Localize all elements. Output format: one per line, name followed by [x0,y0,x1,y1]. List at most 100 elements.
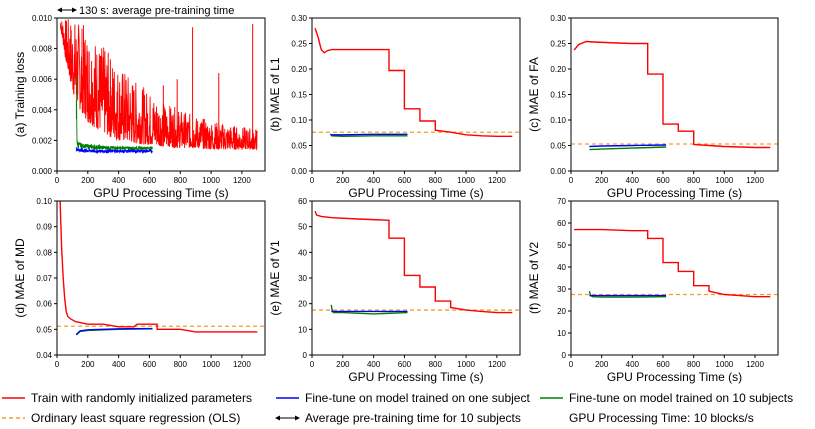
y-tick-label: 40 [557,263,566,272]
x-axis-label: GPU Processing Time (s) [607,370,742,384]
x-tick-label: 0 [569,176,574,185]
x-tick-label: 200 [81,360,95,369]
x-tick-label: 600 [656,360,670,369]
series-random [59,201,258,333]
series-random [314,211,513,314]
x-axis-label: GPU Processing Time (s) [348,370,483,384]
x-tick-label: 1200 [233,360,251,369]
x-tick-label: 1200 [746,360,764,369]
y-tick-label: 0.15 [550,91,566,100]
y-tick-label: 0.00 [550,167,566,176]
x-tick-label: 400 [626,176,640,185]
panel-f: 0 200 400 600 800 1000 1200 0 10 20 30 40 50 60 70 (f) … [527,197,779,384]
pretraining-annotation: 130 s: average pre-training time [79,5,234,17]
x-tick-label: 0 [569,360,574,369]
legend-item-one-subject: Fine-tune on model trained on one subjec… [276,391,530,405]
panel-e: 0 200 400 600 800 1000 1200 0 10 20 30 40 50 60 (e) MA… [268,197,521,384]
x-tick-label: 600 [143,360,157,369]
x-tick-label: 200 [336,360,350,369]
y-tick-label: 0.10 [550,116,566,125]
x-tick-label: 1000 [457,360,475,369]
series-ten_subjects [589,146,667,151]
x-tick-label: 400 [367,176,381,185]
series-one_subject [75,147,153,155]
x-tick-label: 1200 [233,176,251,185]
y-tick-label: 30 [298,274,307,283]
x-tick-label: 400 [626,360,640,369]
x-tick-label: 1200 [488,176,506,185]
x-axis-label: GPU Processing Time (s) [93,186,228,200]
x-tick-label: 400 [112,176,126,185]
y-axis-label: (d) MAE of MD [13,238,27,318]
x-tick-label: 400 [112,360,126,369]
legend: Train with randomly initialized paramete… [2,391,793,425]
axes-frame [570,200,779,356]
x-tick-label: 600 [656,176,670,185]
x-tick-label: 800 [429,360,443,369]
y-tick-label: 0.000 [32,167,53,176]
y-tick-label: 50 [298,223,307,232]
series-ten_subjects [588,291,667,298]
plot-area-e [312,211,520,315]
y-tick-label: 0.002 [32,136,53,145]
y-axis-label: (e) MAE of V1 [268,240,282,316]
x-tick-label: 0 [310,360,315,369]
y-tick-label: 0.25 [291,40,307,49]
x-tick-label: 200 [595,176,609,185]
y-tick-label: 0.08 [36,248,52,257]
y-tick-label: 0.09 [36,223,52,232]
legend-label-one-subject: Fine-tune on model trained on one subjec… [305,391,530,405]
panel-d: 0 200 400 600 800 1000 1200 0.04 0.05 0.06 0.07 0.0… [13,197,266,369]
legend-note: GPU Processing Time: 10 blocks/s [569,411,754,425]
y-tick-label: 60 [298,197,307,206]
x-tick-label: 800 [174,176,188,185]
plot-area-f [571,228,778,298]
series-one_subject [589,144,667,148]
series-one_subject [330,133,408,136]
y-tick-label: 0 [303,351,308,360]
plot-area-c [571,40,778,151]
y-tick-label: 0.30 [550,14,566,23]
x-tick-label: 200 [81,176,95,185]
x-tick-label: 600 [398,360,412,369]
y-tick-label: 0 [562,351,567,360]
x-tick-label: 200 [336,176,350,185]
y-tick-label: 40 [298,248,307,257]
x-tick-label: 0 [310,176,315,185]
y-tick-label: 0.04 [36,351,52,360]
series-ten_subjects [75,75,153,152]
x-tick-label: 1000 [202,176,220,185]
y-tick-label: 10 [557,329,566,338]
legend-item-arrow: Average pre-training time for 10 subject… [275,411,521,425]
y-tick-label: 0.10 [291,116,307,125]
x-tick-label: 800 [687,176,701,185]
panels: 0 200 400 600 800 1000 12000.0000.0020.0040.00… [13,5,779,384]
y-tick-label: 70 [557,197,566,206]
x-tick-label: 600 [398,176,412,185]
plot-area-b [312,27,520,138]
y-tick-label: 0.30 [291,14,307,23]
x-tick-label: 1000 [457,176,475,185]
x-tick-label: 1200 [488,360,506,369]
y-axis-label: (f) MAE of V2 [527,242,541,314]
double-arrow-icon [57,7,78,13]
x-tick-label: 800 [174,360,188,369]
y-tick-label: 0.00 [291,167,307,176]
y-tick-label: 20 [298,300,307,309]
y-tick-label: 0.004 [32,106,53,115]
series-random [573,40,771,149]
plot-area-a [59,19,258,155]
y-tick-label: 0.15 [291,91,307,100]
arrow-head-right [72,7,78,13]
series-random [59,19,258,151]
axes-frame [311,17,521,172]
y-tick-label: 30 [557,285,566,294]
legend-label-arrow: Average pre-training time for 10 subject… [305,411,521,425]
x-tick-label: 1000 [715,360,733,369]
x-tick-label: 0 [55,176,60,185]
y-tick-label: 50 [557,241,566,250]
x-axis-label: GPU Processing Time (s) [348,186,483,200]
x-tick-label: 1000 [202,360,220,369]
y-tick-label: 0.05 [291,142,307,151]
